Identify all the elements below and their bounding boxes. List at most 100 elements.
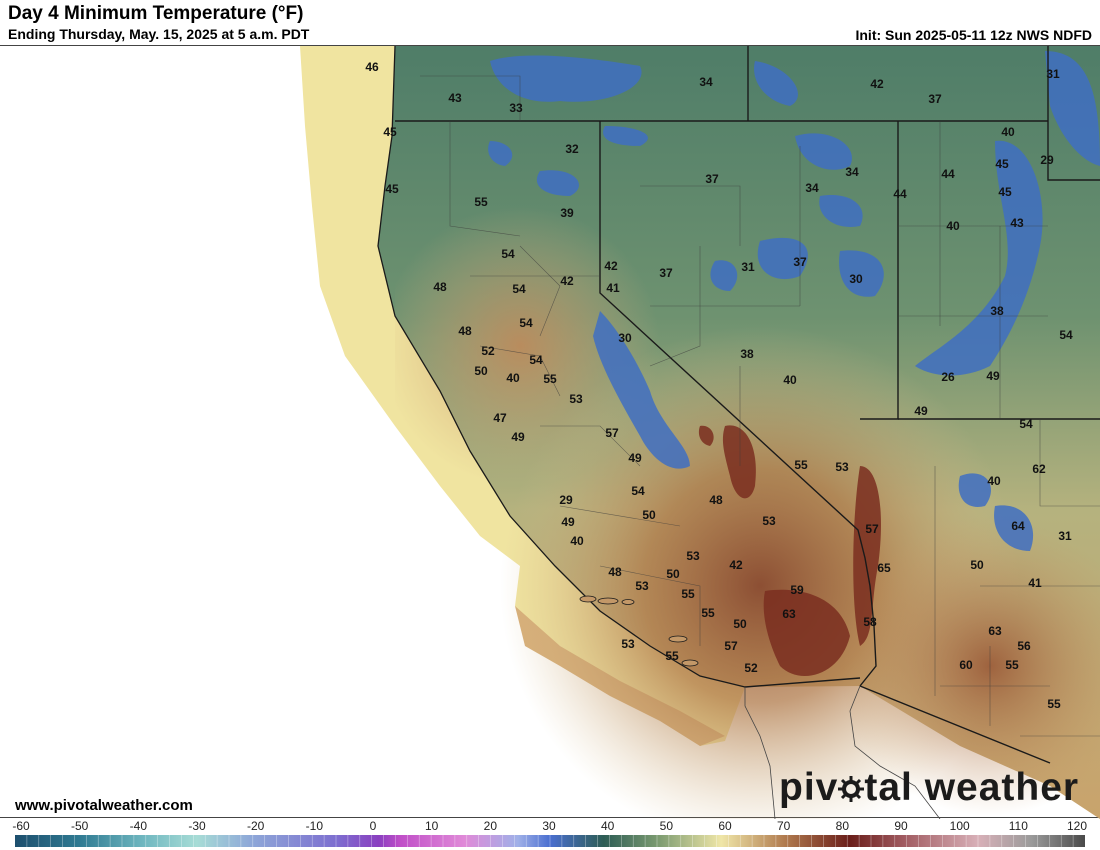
temperature-label: 55 <box>681 587 695 601</box>
channel-islands <box>579 595 699 667</box>
temperature-label: 42 <box>729 558 743 572</box>
temperature-label: 54 <box>512 282 526 296</box>
temperature-label: 55 <box>1005 658 1019 672</box>
temperature-label: 50 <box>474 364 488 378</box>
colorbar-tick-label: 80 <box>835 819 850 833</box>
colorbar-tick-label: 40 <box>600 819 615 833</box>
temperature-label: 40 <box>987 474 1001 488</box>
temperature-label: 59 <box>790 583 804 597</box>
valid-time: Ending Thursday, May. 15, 2025 at 5 a.m.… <box>8 26 310 42</box>
temperature-map[interactable]: 46 43 33 34 42 37 31 45 32 40 29 45 37 45 44 55 39 44 45 34… <box>0 45 1100 819</box>
temperature-label: 38 <box>990 304 1004 318</box>
colorbar-tick-label: 50 <box>659 819 674 833</box>
temperature-label: 41 <box>606 281 620 295</box>
hot-cores <box>698 425 881 676</box>
temperature-label: 57 <box>724 639 738 653</box>
colorbar-tick-label: -60 <box>12 819 30 833</box>
temperature-label: 30 <box>849 272 863 286</box>
temperature-label: 50 <box>642 508 656 522</box>
temperature-label: 48 <box>608 565 622 579</box>
temperature-label: 37 <box>705 172 719 186</box>
temperature-label: 54 <box>631 484 645 498</box>
cold-areas <box>488 51 1100 551</box>
temperature-label: 49 <box>914 404 928 418</box>
temperature-label: 55 <box>543 372 557 386</box>
colorbar-tick-label: -20 <box>246 819 265 833</box>
website-link[interactable]: www.pivotalweather.com <box>15 797 193 814</box>
logo-text-end: tal weather <box>864 766 1080 809</box>
state-borders <box>395 46 1100 764</box>
coastline <box>377 46 746 688</box>
valley-warm-overlay <box>395 46 1100 819</box>
temperature-label: 54 <box>519 316 533 330</box>
temperature-label: 34 <box>699 75 713 89</box>
temperature-label: 43 <box>1010 216 1024 230</box>
temperature-label: 55 <box>794 458 808 472</box>
temperature-label: 54 <box>529 353 543 367</box>
temperature-label: 49 <box>511 430 525 444</box>
temperature-label: 29 <box>559 493 573 507</box>
temperature-label: 55 <box>1047 697 1061 711</box>
temperature-label: 33 <box>509 101 523 115</box>
temperature-label: 45 <box>383 125 397 139</box>
colorbar-ticks: -60 -50 -40 -30 -20 -10 0 10 20 30 40 50 60 70 80 90 100… <box>0 819 1100 833</box>
temperature-label: 62 <box>1032 462 1046 476</box>
temperature-label: 37 <box>659 266 673 280</box>
colorbar-tick-label: -40 <box>129 819 147 833</box>
colorbar-tick-label: 10 <box>424 819 439 833</box>
temperature-label: 34 <box>805 181 819 195</box>
temperature-label: 54 <box>1059 328 1073 342</box>
logo-gear-icon <box>838 768 865 802</box>
temperature-label: 40 <box>783 373 797 387</box>
colorbar-tick-label: 100 <box>949 819 970 833</box>
temperature-label: 50 <box>733 617 747 631</box>
temperature-label: 26 <box>941 370 955 384</box>
temperature-label: 48 <box>709 493 723 507</box>
temperature-label: 53 <box>686 549 700 563</box>
mexico-coast <box>744 685 941 819</box>
temperature-label: 40 <box>1001 125 1015 139</box>
header: Day 4 Minimum Temperature (°F) Ending Th… <box>8 3 309 43</box>
colorbar-tick-label: 0 <box>369 819 377 833</box>
temperature-label: 53 <box>635 579 649 593</box>
colorbar-tick-label: -30 <box>188 819 206 833</box>
colorbar-tick-label: 60 <box>718 819 732 833</box>
temperature-label: 57 <box>865 522 879 536</box>
county-borders <box>420 75 1100 737</box>
temperature-label: 32 <box>565 142 579 156</box>
temperature-label: 53 <box>621 637 635 651</box>
colorbar-tick-label: 30 <box>542 819 556 833</box>
colorbar-tick-label: 110 <box>1008 819 1028 833</box>
colorbar-tick-label: 70 <box>776 819 791 833</box>
temperature-label: 29 <box>1040 153 1054 167</box>
temperature-label: 49 <box>628 451 642 465</box>
temperature-label: 50 <box>970 558 984 572</box>
temperature-label: 40 <box>946 219 960 233</box>
temperature-label: 45 <box>995 157 1009 171</box>
temperature-label: 30 <box>618 331 632 345</box>
temperature-label: 53 <box>762 514 776 528</box>
colorbar-tick-label: 90 <box>894 819 908 833</box>
map-canvas: 46 43 33 34 42 37 31 45 32 40 29 45 37 45 44 55 39 44 45 34… <box>300 46 1100 819</box>
temperature-label: 48 <box>458 324 472 338</box>
temperature-label: 54 <box>501 247 515 261</box>
temperature-label: 55 <box>474 195 488 209</box>
temperature-label: 58 <box>863 615 877 629</box>
temperature-label: 42 <box>870 77 884 91</box>
temperature-label: 43 <box>448 91 462 105</box>
temperature-labels: 46 43 33 34 42 37 31 45 32 40 29 45 37 45 44 55 39 44 45 34… <box>365 60 1073 711</box>
temperature-label: 42 <box>604 259 618 273</box>
temperature-label: 45 <box>998 185 1012 199</box>
temperature-label: 46 <box>365 60 379 74</box>
temperature-label: 54 <box>1019 417 1033 431</box>
temperature-label: 57 <box>605 426 619 440</box>
colorbar-tick-label: 20 <box>483 819 498 833</box>
temperature-label: 53 <box>835 460 849 474</box>
temperature-label: 64 <box>1011 519 1025 533</box>
init-time: Init: Sun 2025-05-11 12z NWS NDFD <box>855 27 1092 43</box>
temperature-label: 38 <box>740 347 754 361</box>
logo-text-start: piv <box>779 766 839 809</box>
temperature-label: 55 <box>665 649 679 663</box>
temperature-label: 39 <box>560 206 574 220</box>
temperature-label: 37 <box>928 92 942 106</box>
